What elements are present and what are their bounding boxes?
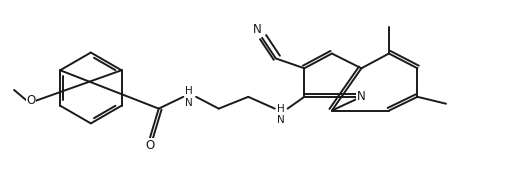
Text: N: N: [357, 90, 366, 103]
Text: N: N: [253, 23, 261, 36]
Text: H
N: H N: [186, 86, 193, 108]
Text: O: O: [26, 94, 35, 107]
Text: H
N: H N: [277, 104, 285, 125]
Text: O: O: [145, 138, 154, 152]
